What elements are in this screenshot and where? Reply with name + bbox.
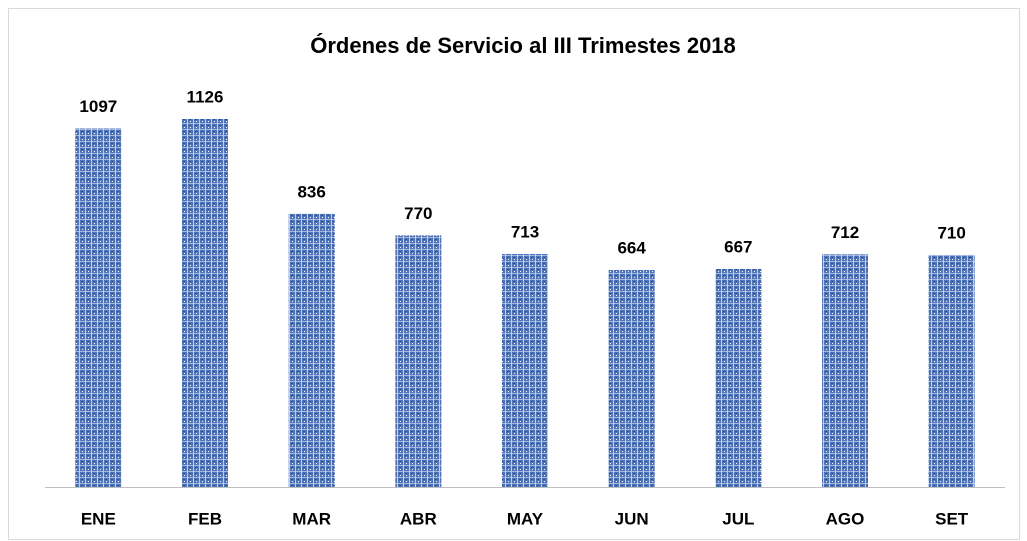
x-tick-label: ENE (81, 509, 116, 528)
data-label: 712 (831, 223, 859, 242)
x-tick-label: JUN (615, 509, 649, 528)
bar (502, 253, 548, 487)
bar (75, 128, 122, 488)
data-label: 667 (724, 237, 752, 256)
bar (822, 254, 868, 487)
data-label: 1097 (79, 97, 117, 116)
x-tick-label: ABR (400, 509, 437, 528)
bar (715, 269, 762, 487)
data-label: 770 (404, 204, 432, 223)
data-label: 1126 (187, 87, 224, 106)
bar (928, 254, 975, 487)
chart-title: Órdenes de Servicio al III Trimestes 201… (310, 33, 736, 58)
x-tick-label: SET (935, 509, 969, 528)
data-label: 710 (937, 223, 965, 242)
bar (395, 235, 442, 487)
data-label: 713 (511, 222, 539, 241)
bar (288, 213, 335, 488)
x-tick-label: MAR (292, 509, 331, 528)
x-tick-label: JUL (722, 509, 754, 528)
x-tick-label: FEB (188, 509, 222, 528)
bar (608, 269, 655, 487)
x-tick-label: AGO (826, 509, 865, 528)
data-label: 664 (617, 238, 646, 257)
data-label: 836 (297, 182, 325, 201)
bar (182, 119, 228, 487)
x-tick-label: MAY (507, 509, 544, 528)
